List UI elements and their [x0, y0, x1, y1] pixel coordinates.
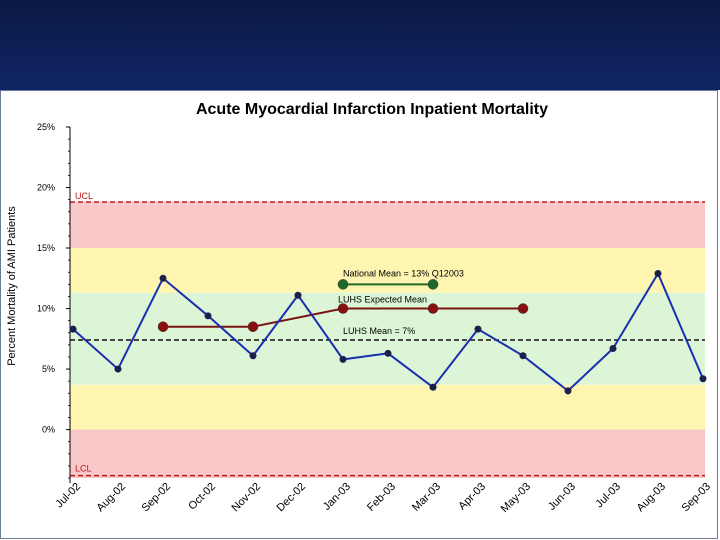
y-tick-label: 10% — [37, 304, 55, 314]
data-point — [69, 325, 77, 333]
x-tick-label: Aug-03 — [635, 481, 669, 515]
x-tick-label: Dec-02 — [275, 481, 309, 515]
overlay-marker — [427, 279, 439, 290]
chart-labels: UCL LCL LUHS Mean = 7% National Mean = 13% … — [75, 191, 464, 474]
y-tick-label: 25% — [37, 122, 55, 132]
series-mortality — [69, 269, 707, 395]
x-tick-label: May-03 — [499, 481, 533, 515]
y-tick-label: 20% — [37, 183, 55, 193]
control-bands — [70, 127, 705, 478]
data-point — [339, 355, 347, 363]
chart-frame — [0, 90, 718, 539]
data-point — [699, 375, 707, 383]
overlay-marker — [517, 303, 529, 314]
x-tick-label: Apr-03 — [456, 481, 488, 513]
national-mean-label: National Mean = 13% Q12003 — [343, 268, 464, 278]
x-tick-label: Feb-03 — [365, 481, 398, 514]
band-1 — [70, 202, 705, 249]
overlay-lines — [157, 279, 529, 332]
data-point — [474, 325, 482, 333]
data-point — [564, 387, 572, 395]
band-3 — [70, 292, 705, 341]
reference-lines — [70, 201, 705, 477]
y-tick-label: 5% — [42, 364, 55, 374]
band-6 — [70, 429, 705, 478]
chart-title: Acute Myocardial Infarction Inpatient Mo… — [196, 101, 548, 118]
lcl-label: LCL — [75, 464, 92, 474]
data-point — [654, 269, 662, 277]
data-point — [609, 344, 617, 352]
data-point — [204, 312, 212, 320]
y-tick-label: 15% — [37, 243, 55, 253]
ucl-label: UCL — [75, 191, 93, 201]
band-5 — [70, 384, 705, 430]
data-point — [384, 349, 392, 357]
x-tick-label: Aug-02 — [95, 481, 129, 515]
data-point — [114, 365, 122, 373]
x-tick-label: Jul-02 — [53, 481, 83, 511]
overlay-marker — [337, 279, 349, 290]
band-2 — [70, 248, 705, 293]
y-axis-label: Percent Mortality of AMI Patients — [6, 206, 18, 366]
overlay-marker — [247, 321, 259, 332]
x-tick-label: Jan-03 — [321, 481, 353, 513]
x-tick-label: Oct-02 — [186, 481, 218, 513]
title-banner — [0, 0, 720, 90]
data-point — [294, 291, 302, 299]
luhs-mean-label: LUHS Mean = 7% — [343, 326, 415, 336]
y-tick-label: 0% — [42, 425, 55, 435]
x-tick-label: Sep-03 — [680, 481, 714, 515]
overlay-marker — [427, 303, 439, 314]
x-tick-label: Jul-03 — [593, 481, 623, 511]
band-4 — [70, 340, 705, 385]
x-tick-label: Nov-02 — [230, 481, 264, 515]
band-0 — [70, 127, 705, 203]
data-point — [159, 274, 167, 282]
x-tick-label: Sep-02 — [140, 481, 174, 515]
x-tick-label: Mar-03 — [410, 481, 443, 514]
x-tick-label: Jun-03 — [546, 481, 578, 513]
data-point — [249, 352, 257, 360]
data-point — [429, 383, 437, 391]
data-point — [519, 352, 527, 360]
overlay-marker — [337, 303, 349, 314]
expected-mean-label: LUHS Expected Mean — [338, 295, 427, 305]
overlay-marker — [157, 321, 169, 332]
